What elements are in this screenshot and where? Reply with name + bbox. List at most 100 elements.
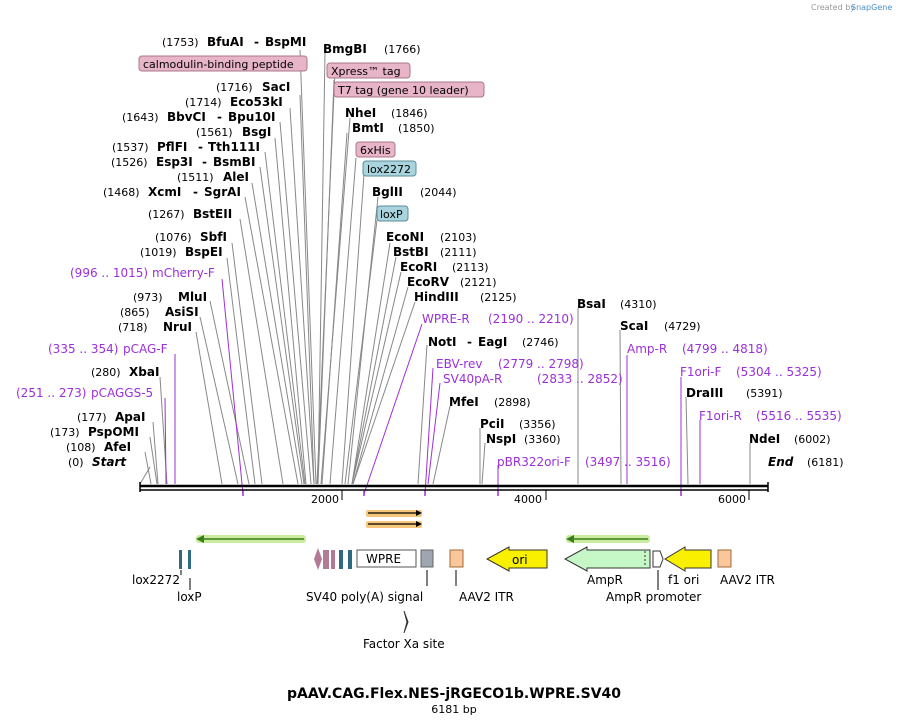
primer-range: (3497 .. 3516) (585, 455, 671, 469)
site-name[interactable]: BfuAI (207, 35, 244, 49)
feature-box[interactable] (326, 62, 411, 79)
svg-text:-: - (202, 155, 207, 169)
feature-box[interactable] (362, 160, 417, 177)
site-name[interactable]: BbvCI (167, 110, 206, 124)
tag-feature[interactable] (331, 550, 335, 569)
site-name[interactable]: BmtI (352, 121, 384, 135)
site-pos: (1716) (216, 81, 253, 94)
loxp-feature[interactable] (188, 550, 191, 569)
factor-xa-feature[interactable] (403, 610, 409, 634)
svg-text:-: - (467, 335, 472, 349)
ampr-feature[interactable] (563, 546, 651, 572)
primer-name[interactable]: mCherry-F (152, 266, 215, 280)
primer-name[interactable]: F1ori-F (680, 365, 721, 379)
site-name[interactable]: NspI (486, 432, 516, 446)
primer-name[interactable]: pCAGGS-5 (91, 386, 153, 400)
site-name[interactable]: HindIII (414, 290, 459, 304)
site-name[interactable]: NheI (345, 106, 376, 120)
site-name[interactable]: EcoRV (407, 275, 450, 289)
primer-range: (251 .. 273) (16, 386, 86, 400)
site-name[interactable]: PspOMI (88, 425, 139, 439)
ampr-promoter-feature[interactable] (652, 550, 664, 568)
feature-box[interactable] (355, 141, 396, 158)
primer-name[interactable]: WPRE-R (422, 312, 470, 326)
site-name[interactable]: MluI (178, 290, 207, 304)
site-name[interactable]: ApaI (115, 410, 145, 424)
site-name[interactable]: DraIII (686, 386, 723, 400)
feature-box[interactable] (138, 55, 308, 72)
site-name[interactable]: Bpu10I (228, 110, 275, 124)
svg-text:-: - (193, 185, 198, 199)
primer-name[interactable]: pBR322ori-F (497, 455, 571, 469)
f1ori-feature[interactable] (664, 546, 712, 572)
site-pos: (280) (91, 366, 121, 379)
sequence-ruler: 2000 4000 6000 (139, 482, 769, 506)
lox-feature[interactable] (348, 550, 352, 569)
site-name[interactable]: AfeI (104, 440, 131, 454)
site-name[interactable]: AsiSI (165, 305, 199, 319)
lox-feature[interactable] (339, 550, 343, 569)
site-name[interactable]: SacI (262, 80, 290, 94)
site-name[interactable]: BspMI (265, 35, 306, 49)
site-pos: (3356) (519, 418, 556, 431)
site-name[interactable]: EcoRI (400, 260, 437, 274)
site-name[interactable]: EcoNI (386, 230, 424, 244)
tag-feature[interactable] (314, 548, 322, 570)
site-name[interactable]: BstBI (393, 245, 429, 259)
site-name[interactable]: BstEII (193, 207, 232, 221)
site-name[interactable]: PflFI (157, 140, 187, 154)
site-name[interactable]: Esp3I (156, 155, 193, 169)
site-name[interactable]: SbfI (200, 230, 227, 244)
site-pos: (1019) (140, 246, 177, 259)
site-pos: (4729) (664, 320, 701, 333)
site-name[interactable]: NdeI (749, 432, 780, 446)
primer-name[interactable]: pCAG-F (123, 342, 168, 356)
site-name[interactable]: BglII (372, 185, 403, 199)
site-name[interactable]: ScaI (620, 319, 648, 333)
primer-name[interactable]: F1ori-R (699, 409, 742, 423)
primer-name[interactable]: EBV-rev (436, 357, 482, 371)
lox2272-feature[interactable] (179, 550, 182, 569)
site-pos: (1267) (148, 208, 185, 221)
orf-arrows[interactable] (366, 510, 422, 528)
feature-box-label: Xpress™ tag (331, 65, 401, 78)
site-name[interactable]: EagI (478, 335, 507, 349)
site-name[interactable]: NruI (163, 320, 192, 334)
feature-box[interactable] (376, 205, 409, 222)
site-name[interactable]: BsaI (577, 297, 606, 311)
site-name[interactable]: PciI (480, 417, 505, 431)
site-name[interactable]: MfeI (449, 395, 479, 409)
tag-feature[interactable] (323, 550, 329, 569)
ori-feature[interactable] (485, 546, 548, 572)
site-pos: (2898) (494, 396, 531, 409)
site-name[interactable]: Tth111I (208, 140, 260, 154)
site-pos: (2044) (420, 186, 457, 199)
primer-range: (5304 .. 5325) (736, 365, 822, 379)
site-name[interactable]: AleI (223, 170, 249, 184)
itr-feature[interactable] (717, 549, 732, 568)
factor-xa-label: Factor Xa site (363, 637, 445, 651)
primer-leader-lines (164, 278, 701, 495)
site-name[interactable]: BsgI (242, 125, 271, 139)
site-name[interactable]: SgrAI (204, 185, 241, 199)
site-name[interactable]: NotI (428, 335, 457, 349)
site-name[interactable]: XbaI (129, 365, 159, 379)
plasmid-length: 6181 bp (431, 703, 476, 716)
wpre-feature[interactable] (356, 549, 417, 568)
sv40-feature[interactable] (420, 549, 434, 568)
primer-name[interactable]: Amp-R (627, 342, 667, 356)
site-leader-lines (139, 49, 751, 485)
feature-box[interactable] (333, 81, 485, 98)
site-pos: (2125) (480, 291, 517, 304)
site-pos: (4310) (620, 298, 657, 311)
site-name[interactable]: Eco53kI (230, 95, 283, 109)
site-pos: (1753) (162, 36, 199, 49)
primer-name[interactable]: SV40pA-R (443, 372, 502, 386)
site-name[interactable]: XcmI (148, 185, 181, 199)
primer-range: (335 .. 354) (48, 342, 118, 356)
site-name[interactable]: BspEI (185, 245, 223, 259)
direction-arrows[interactable] (196, 535, 650, 543)
site-name[interactable]: BmgBI (323, 42, 367, 56)
site-name[interactable]: BsmBI (213, 155, 255, 169)
itr-feature[interactable] (449, 549, 464, 568)
